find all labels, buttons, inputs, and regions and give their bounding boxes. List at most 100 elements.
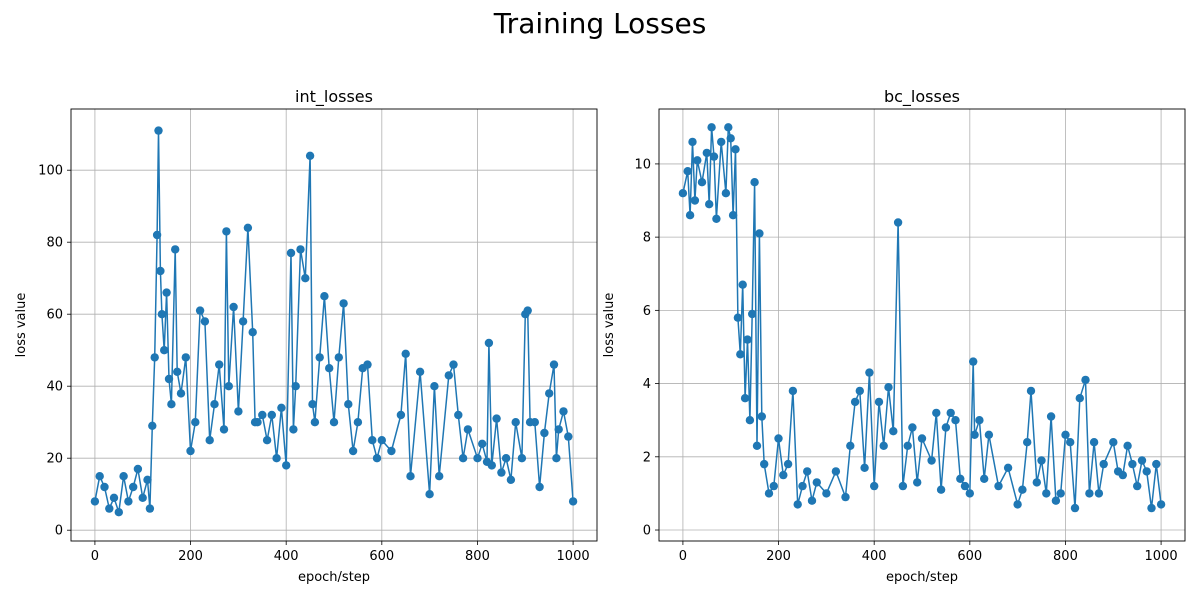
data-point xyxy=(822,489,831,498)
data-point xyxy=(368,436,377,445)
data-point xyxy=(969,357,978,366)
data-point xyxy=(173,367,182,376)
data-point xyxy=(693,156,702,165)
data-point xyxy=(685,211,695,220)
data-point xyxy=(1109,438,1118,447)
data-point xyxy=(506,475,516,484)
data-point xyxy=(372,454,382,463)
data-point xyxy=(523,306,532,315)
data-point xyxy=(497,468,506,477)
data-point xyxy=(315,353,324,362)
data-point xyxy=(138,493,147,502)
figure-title: Training Losses xyxy=(493,7,707,40)
data-point xyxy=(150,353,159,362)
data-point xyxy=(793,500,802,509)
data-point xyxy=(329,418,339,427)
series-points xyxy=(678,123,1166,513)
data-point xyxy=(215,360,224,369)
data-point xyxy=(133,464,143,474)
panel-title: int_losses xyxy=(295,87,373,107)
x-tick-label: 400 xyxy=(274,549,299,564)
data-point xyxy=(143,475,152,484)
data-point xyxy=(755,229,764,238)
data-point xyxy=(154,126,163,135)
data-point xyxy=(846,441,855,450)
data-point xyxy=(764,489,774,498)
chart-panel-bc-losses: bc_losses 0 200 400 600 800 1000 0 2 4 6 8 10 epoch/s… xyxy=(600,0,1200,600)
data-point xyxy=(200,317,210,326)
data-point xyxy=(262,436,272,445)
data-point xyxy=(157,310,167,319)
x-tick-label: 200 xyxy=(766,549,791,564)
data-point xyxy=(119,472,128,481)
data-point xyxy=(186,446,195,456)
data-point xyxy=(831,467,841,476)
data-point xyxy=(783,459,793,469)
y-tick-label: 0 xyxy=(643,524,651,539)
data-point xyxy=(219,425,229,434)
int-losses-chart: int_losses 0 200 400 600 800 1000 0 20 40 60 80 100 e… xyxy=(14,87,598,585)
data-point xyxy=(222,227,231,236)
data-point xyxy=(1133,481,1142,491)
data-point xyxy=(415,367,425,376)
data-point xyxy=(435,472,444,481)
data-point xyxy=(717,137,726,147)
data-point xyxy=(430,382,439,391)
data-point xyxy=(95,472,104,481)
data-point xyxy=(90,497,100,506)
y-axis-label: loss value xyxy=(14,293,29,358)
data-point xyxy=(728,211,738,220)
panel-title: bc_losses xyxy=(884,87,960,107)
data-point xyxy=(946,408,955,418)
y-tick-label: 100 xyxy=(38,164,63,179)
data-point xyxy=(913,478,922,487)
data-point xyxy=(965,489,974,498)
data-point xyxy=(884,383,893,392)
data-point xyxy=(210,400,219,409)
data-point xyxy=(377,436,386,445)
data-point xyxy=(229,302,238,312)
x-tick-label: 200 xyxy=(178,549,203,564)
data-point xyxy=(406,472,415,481)
data-point xyxy=(564,432,573,441)
plot-frame xyxy=(70,108,598,542)
y-tick-label: 2 xyxy=(643,450,651,465)
data-point xyxy=(105,504,114,513)
data-point xyxy=(798,481,807,491)
data-point xyxy=(702,148,711,158)
data-point xyxy=(109,493,119,502)
data-point xyxy=(289,425,298,434)
y-axis-label: loss value xyxy=(602,293,617,358)
data-point xyxy=(458,454,468,463)
data-point xyxy=(769,481,778,491)
data-point xyxy=(396,410,406,420)
data-point xyxy=(282,461,291,470)
data-point xyxy=(552,454,561,463)
data-point xyxy=(401,349,410,358)
data-point xyxy=(941,423,951,432)
data-point xyxy=(736,350,745,359)
data-point xyxy=(1137,456,1147,465)
data-point xyxy=(812,478,821,487)
data-point xyxy=(353,418,363,427)
data-point xyxy=(807,496,817,505)
y-tick-label: 60 xyxy=(46,308,63,323)
series-points xyxy=(90,126,578,517)
x-tick-label: 1000 xyxy=(1145,549,1178,564)
data-point xyxy=(779,470,788,480)
y-tick-label: 8 xyxy=(643,231,651,246)
data-point xyxy=(114,508,124,517)
data-point xyxy=(305,151,315,160)
data-point xyxy=(712,214,721,223)
data-point xyxy=(726,134,735,143)
data-point xyxy=(1089,438,1099,447)
data-point xyxy=(745,416,755,425)
data-point xyxy=(1123,441,1132,450)
data-point xyxy=(167,400,176,409)
data-point xyxy=(908,423,917,432)
data-point xyxy=(258,410,267,420)
x-tick-label: 600 xyxy=(957,549,982,564)
data-point xyxy=(688,137,697,147)
data-point xyxy=(1075,394,1084,403)
y-tick-label: 20 xyxy=(46,452,63,467)
